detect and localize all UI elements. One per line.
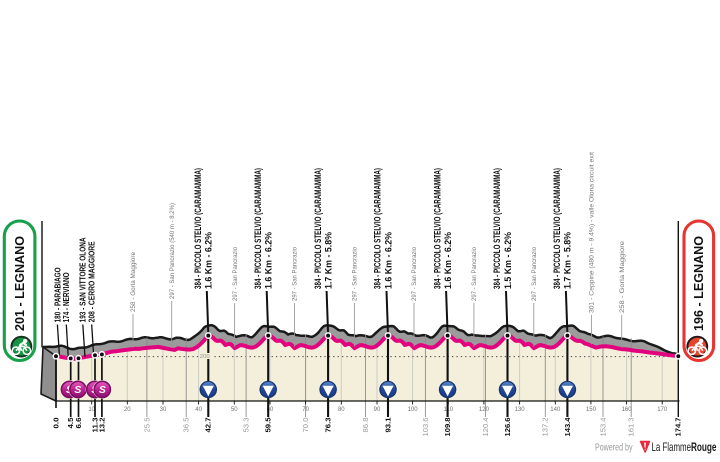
svg-text:76.3: 76.3	[326, 417, 333, 432]
svg-text:153.4: 153.4	[601, 417, 608, 436]
svg-text:1.7 Km - 5.8%: 1.7 Km - 5.8%	[563, 232, 573, 289]
svg-text:S: S	[74, 385, 81, 396]
svg-text:297 - San Pancrazio: 297 - San Pancrazio	[292, 247, 299, 301]
svg-text:208 - CERRO MAGGIORE: 208 - CERRO MAGGIORE	[87, 241, 97, 322]
svg-text:301 - Ceppine (480 m - 9.4%) -: 301 - Ceppine (480 m - 9.4%) - valle Olo…	[589, 152, 596, 313]
svg-text:30: 30	[160, 407, 167, 413]
svg-text:S: S	[99, 385, 106, 396]
svg-text:42.7: 42.7	[206, 417, 213, 432]
svg-text:126.6: 126.6	[505, 417, 512, 436]
svg-text:258 - Gorla Maggiore: 258 - Gorla Maggiore	[130, 252, 137, 312]
svg-text:1.5 Km - 6.2%: 1.5 Km - 6.2%	[503, 232, 513, 289]
svg-text:La Flamme: La Flamme	[652, 440, 692, 454]
svg-text:1.6 Km - 6.2%: 1.6 Km - 6.2%	[204, 232, 214, 289]
svg-text:1.6 Km - 6.2%: 1.6 Km - 6.2%	[383, 232, 393, 289]
svg-text:384 - PICCOLO STELVIO (CARAMAM: 384 - PICCOLO STELVIO (CARAMAMMA)	[193, 168, 203, 289]
svg-text:25.5: 25.5	[144, 417, 151, 432]
svg-text:40: 40	[195, 407, 202, 413]
svg-text:120.4: 120.4	[483, 417, 490, 436]
svg-text:80: 80	[338, 407, 345, 413]
svg-text:160: 160	[622, 407, 633, 413]
svg-text:50: 50	[231, 407, 238, 413]
svg-text:174 - NERVIANO: 174 - NERVIANO	[61, 272, 71, 322]
svg-text:297 - San Pancrazio: 297 - San Pancrazio	[411, 247, 418, 301]
svg-text:196 - LEGNANO: 196 - LEGNANO	[692, 236, 706, 331]
svg-text:384 - PICCOLO STELVIO (CARAMAM: 384 - PICCOLO STELVIO (CARAMAMMA)	[432, 168, 442, 289]
svg-text:20: 20	[124, 407, 131, 413]
svg-text:384 - PICCOLO STELVIO (CARAMAM: 384 - PICCOLO STELVIO (CARAMAMMA)	[313, 168, 323, 289]
svg-text:297 - San Pancrazio: 297 - San Pancrazio	[531, 247, 538, 301]
svg-text:4.5: 4.5	[68, 417, 75, 428]
svg-text:86.8: 86.8	[363, 417, 370, 432]
svg-text:130: 130	[515, 407, 526, 413]
svg-text:36.5: 36.5	[184, 417, 191, 432]
svg-text:384 - PICCOLO STELVIO (CARAMAM: 384 - PICCOLO STELVIO (CARAMAMMA)	[253, 168, 263, 289]
svg-text:100: 100	[408, 407, 419, 413]
svg-text:70: 70	[302, 407, 309, 413]
svg-text:6.6: 6.6	[76, 417, 83, 428]
svg-text:384 - PICCOLO STELVIO (CARAMAM: 384 - PICCOLO STELVIO (CARAMAMMA)	[492, 168, 502, 289]
svg-text:201 - LEGNANO: 201 - LEGNANO	[13, 236, 27, 331]
svg-text:109.8: 109.8	[445, 417, 452, 436]
svg-text:258 - Gorla Maggiore: 258 - Gorla Maggiore	[619, 240, 626, 313]
svg-text:60: 60	[267, 407, 274, 413]
svg-text:297 - San Pancrazio (540 m - 8: 297 - San Pancrazio (540 m - 8.2%)	[169, 203, 176, 299]
svg-text:1.6 Km - 6.2%: 1.6 Km - 6.2%	[264, 232, 274, 289]
svg-text:11.3: 11.3	[92, 417, 99, 432]
svg-text:120: 120	[479, 407, 490, 413]
svg-text:0.0: 0.0	[53, 417, 60, 428]
svg-text:297 - San Pancrazio: 297 - San Pancrazio	[471, 247, 478, 301]
svg-text:1.7 Km - 5.8%: 1.7 Km - 5.8%	[323, 232, 333, 289]
svg-text:140: 140	[550, 407, 561, 413]
svg-text:174.7: 174.7	[676, 417, 683, 436]
svg-text:384 - PICCOLO STELVIO (CARAMAM: 384 - PICCOLO STELVIO (CARAMAMMA)	[373, 168, 383, 289]
svg-text:137.2: 137.2	[543, 417, 550, 436]
svg-text:384 - PICCOLO STELVIO (CARAMAM: 384 - PICCOLO STELVIO (CARAMAMMA)	[552, 168, 562, 289]
svg-text:193 - SAN VITTORE OLONA: 193 - SAN VITTORE OLONA	[78, 237, 88, 322]
svg-text:Rouge: Rouge	[691, 440, 717, 454]
svg-text:1.6 Km - 6.2%: 1.6 Km - 6.2%	[443, 232, 453, 289]
svg-text:150: 150	[586, 407, 597, 413]
svg-text:70.0: 70.0	[303, 417, 310, 432]
svg-text:10: 10	[88, 407, 95, 413]
svg-text:161.3: 161.3	[629, 417, 636, 436]
svg-text:53.3: 53.3	[244, 417, 251, 432]
svg-text:170: 170	[657, 407, 668, 413]
svg-text:59.5: 59.5	[266, 417, 273, 432]
svg-text:13.2: 13.2	[99, 417, 106, 432]
svg-text:93.1: 93.1	[385, 417, 392, 432]
svg-text:180 - PARABIAGO: 180 - PARABIAGO	[52, 267, 62, 322]
svg-text:200: 200	[200, 354, 211, 360]
svg-text:297 - San Pancrazio: 297 - San Pancrazio	[352, 247, 359, 301]
svg-text:103.6: 103.6	[423, 417, 430, 436]
svg-text:Powered by: Powered by	[595, 443, 633, 454]
svg-text:143.4: 143.4	[565, 417, 572, 436]
svg-text:90: 90	[374, 407, 381, 413]
svg-text:297 - San Pancrazio: 297 - San Pancrazio	[232, 247, 239, 301]
